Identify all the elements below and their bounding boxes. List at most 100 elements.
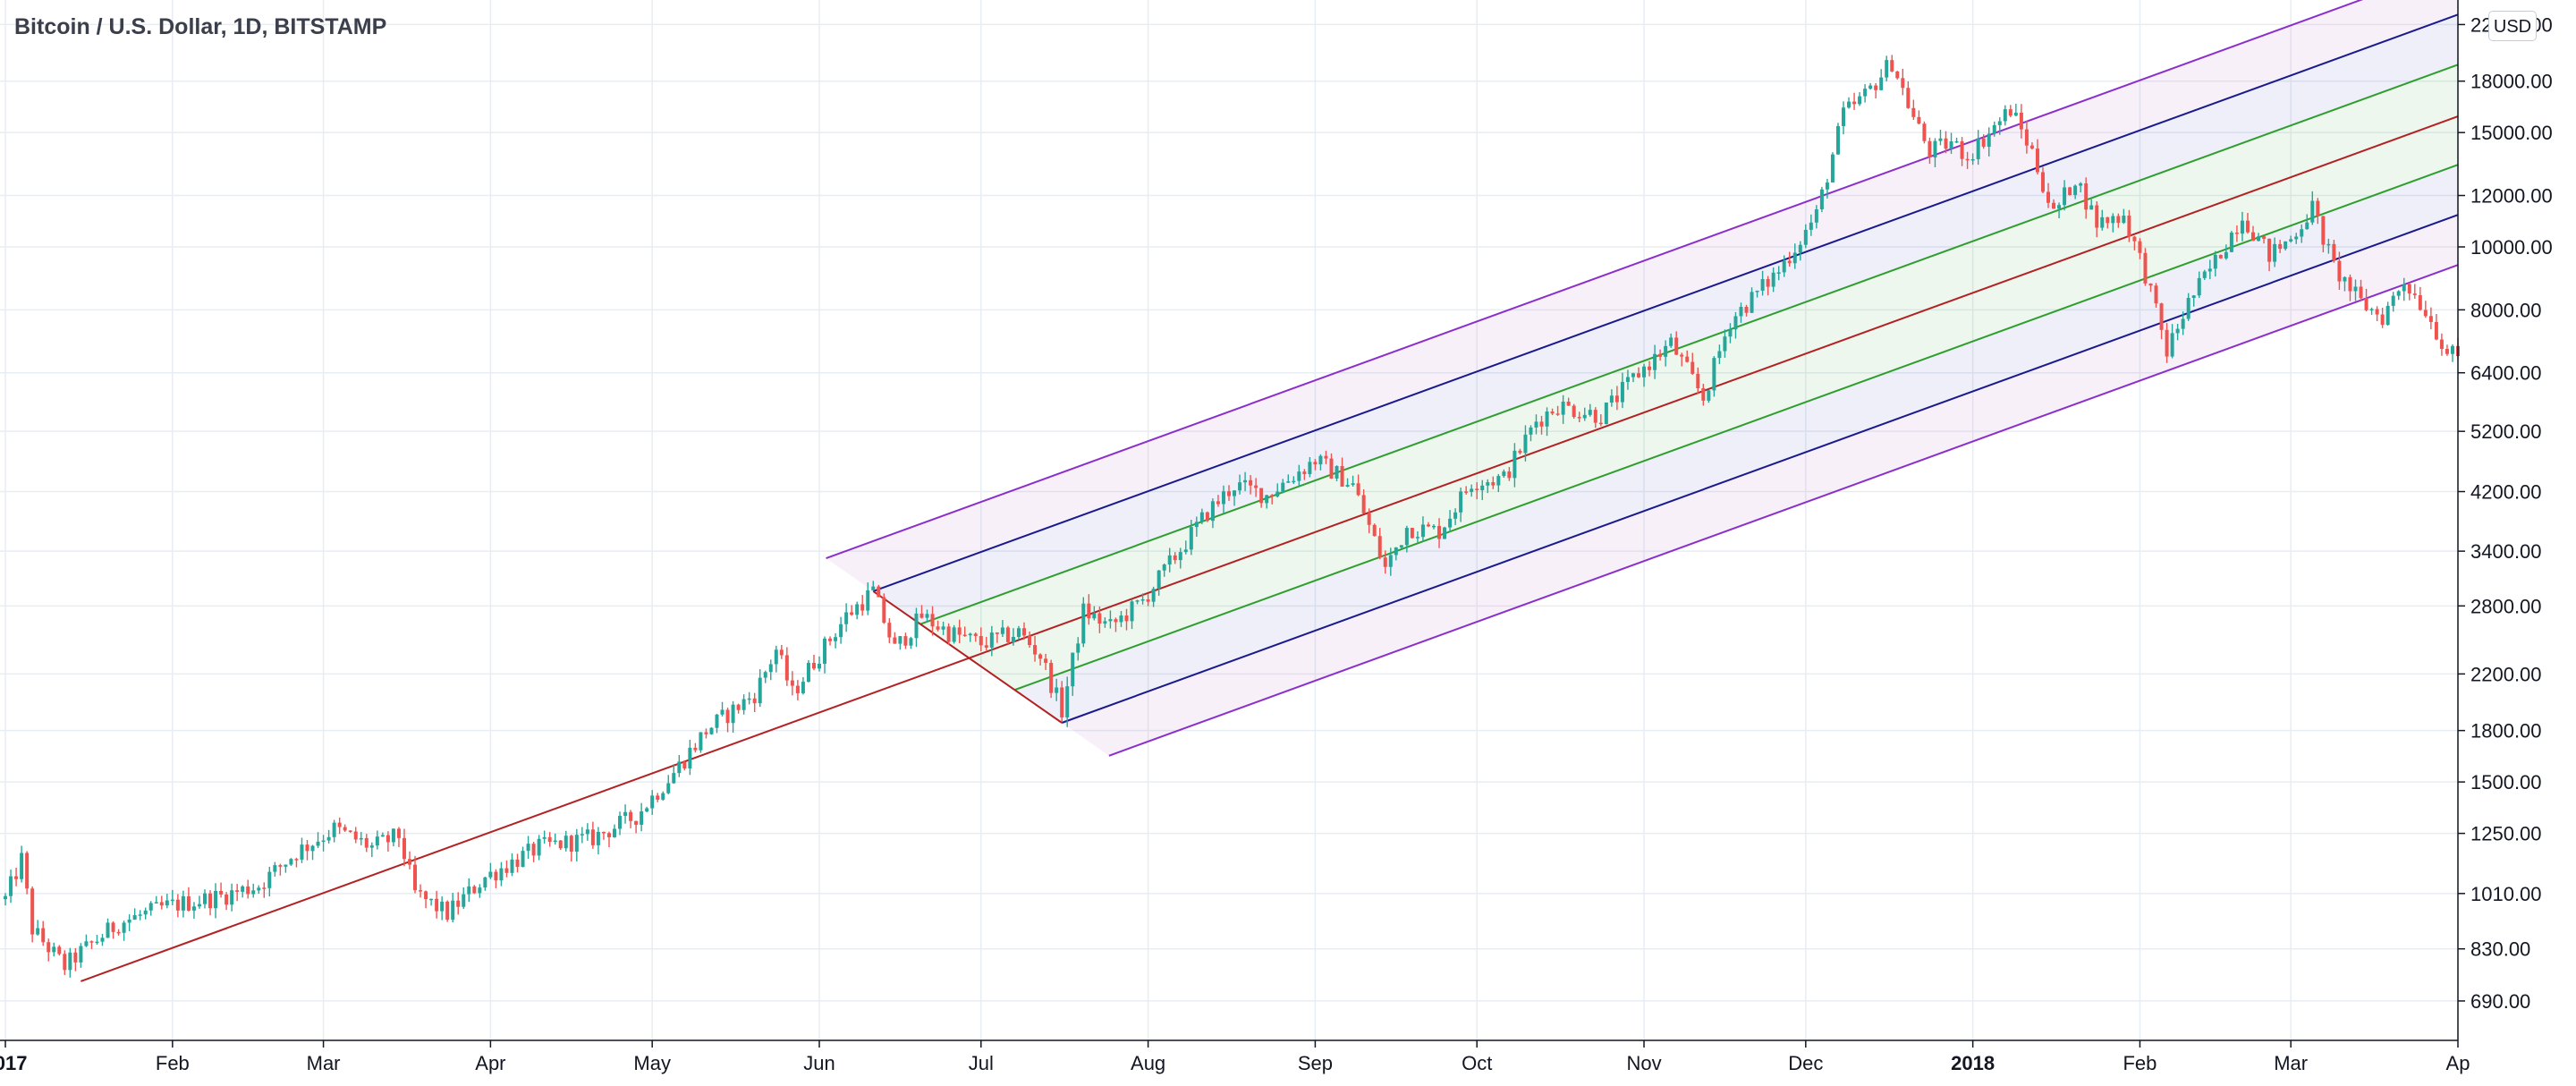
candle-body [839, 624, 843, 638]
price-tick-label: 5200.00 [2470, 420, 2542, 443]
outer-band-line-lower[interactable] [1108, 264, 2459, 757]
candle [1173, 552, 1177, 564]
candle-body [725, 709, 730, 724]
candle [1453, 508, 1458, 525]
candle [613, 824, 616, 838]
price-axis[interactable]: 22000.0018000.0015000.0012000.0010000.00… [2458, 13, 2553, 1013]
candle [672, 764, 676, 785]
candle [871, 581, 876, 591]
candle-body [332, 822, 336, 837]
candle [914, 607, 919, 648]
candle [629, 810, 633, 828]
candle-body [919, 613, 924, 618]
candle-body [2073, 185, 2078, 195]
candle-body [84, 941, 89, 946]
candle [1124, 608, 1129, 631]
candle [2138, 238, 2142, 259]
candle-body [1825, 182, 1829, 190]
candle [2289, 235, 2293, 243]
candle-body [590, 829, 595, 845]
candle [47, 938, 51, 962]
candle-body [2143, 252, 2148, 284]
candle-body [1404, 528, 1409, 546]
middle-band-line-upper[interactable] [872, 13, 2459, 592]
candle-body [257, 887, 261, 891]
middle-band-fill-lower [1014, 165, 2458, 723]
candle-body [1787, 260, 1792, 264]
candle-body [1173, 555, 1177, 561]
candle-body [569, 836, 573, 852]
pitchfork-handle[interactable] [872, 590, 1063, 724]
candle-body [2262, 236, 2267, 239]
candle [2175, 323, 2180, 341]
candle-body [159, 902, 164, 906]
time-tick-label: Mar [307, 1052, 341, 1074]
candle-body [2412, 293, 2417, 295]
candle-body [186, 895, 191, 911]
candle-body [1750, 292, 1754, 313]
time-axis[interactable]: 2017 Feb Mar Apr May Jun Jul Aug Sep Oct Nov Dec 201… [0, 1040, 2470, 1074]
candle-body [262, 887, 267, 889]
candle [273, 861, 277, 877]
inner-band-line-upper[interactable] [919, 64, 2459, 625]
candle-body [1302, 471, 1307, 475]
candle [585, 823, 589, 841]
candle-body [623, 811, 628, 817]
time-tick-label: Jun [803, 1052, 835, 1074]
candle-body [203, 893, 207, 904]
candle [369, 842, 374, 858]
outer-band-line-upper[interactable] [826, 0, 2458, 560]
candle-body [504, 868, 509, 873]
candle-body [47, 942, 51, 953]
pitchfork-lines[interactable] [80, 0, 2459, 982]
candle [1265, 495, 1269, 509]
currency-badge[interactable]: USD [2488, 11, 2537, 41]
candle-body [321, 840, 326, 843]
candle [1119, 610, 1123, 627]
candle-body [2289, 239, 2293, 242]
candle [866, 582, 870, 615]
candle [850, 605, 854, 616]
candle-body [2003, 109, 2007, 122]
candle-body [656, 795, 660, 800]
candle-body [752, 698, 757, 704]
candle [1717, 344, 1722, 365]
candle-body [1664, 345, 1668, 357]
candle [73, 947, 78, 971]
candle [1270, 494, 1275, 505]
inner-band-line-lower[interactable] [1014, 164, 2459, 691]
candle-body [925, 614, 929, 618]
candle-body [1502, 471, 1506, 477]
candle [1933, 138, 1937, 167]
candle-body [774, 649, 778, 665]
candle-body [478, 887, 482, 894]
candle [1787, 251, 1792, 267]
middle-band-line-lower[interactable] [1061, 214, 2459, 724]
candle-body [1852, 101, 1857, 105]
candle-body [1960, 140, 1964, 159]
candle [1302, 469, 1307, 480]
candle [1577, 411, 1581, 423]
candle-body [2305, 222, 2309, 230]
candle [321, 835, 326, 852]
candle-body [2418, 294, 2422, 310]
candle-body [844, 612, 849, 624]
candle [2132, 235, 2137, 250]
candle [440, 896, 445, 921]
candle-body [2364, 298, 2368, 310]
candle-body [1674, 337, 1679, 355]
candle [1842, 101, 1845, 135]
candle-body [1292, 480, 1296, 483]
candle [704, 728, 708, 739]
candle-body [1701, 388, 1706, 401]
candle [936, 620, 940, 632]
candle-body [1227, 491, 1231, 496]
candle-body [677, 761, 682, 774]
time-tick-label: Feb [156, 1052, 190, 1074]
candle-body [402, 837, 406, 860]
candle [413, 855, 418, 894]
candle [580, 827, 584, 844]
candle [1733, 311, 1738, 339]
median-line[interactable] [80, 115, 2459, 982]
